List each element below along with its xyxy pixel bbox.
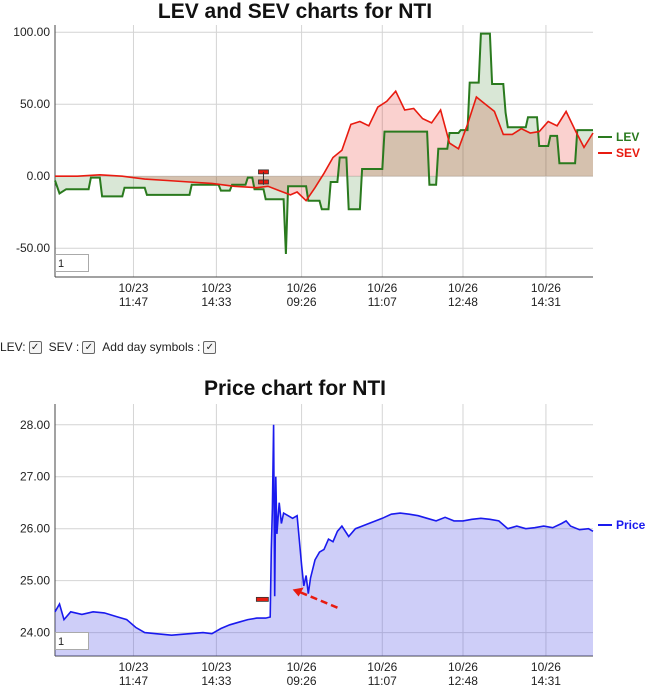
x-tick-time: 12:48 — [448, 295, 478, 309]
annotation-arrow-head — [292, 587, 304, 597]
x-tick-date: 10/26 — [367, 660, 397, 674]
lev-chart-title: LEV and SEV charts for NTI — [157, 0, 433, 23]
day-symbols-checkbox[interactable]: ✓ — [203, 340, 217, 354]
price-area — [55, 424, 593, 656]
sev-line — [55, 89, 594, 202]
lev-checkbox[interactable]: ✓ — [28, 340, 42, 354]
x-tick-date: 10/26 — [531, 281, 561, 295]
sev-checkbox[interactable]: ✓ — [82, 340, 96, 354]
day-symbols-label: Add day symbols : — [102, 340, 201, 354]
x-tick-date: 10/26 — [367, 281, 397, 295]
x-tick-time: 11:07 — [368, 674, 397, 688]
price-chart-title: Price chart for NTI — [203, 377, 387, 400]
sev-area — [55, 91, 593, 201]
x-tick-time: 09:26 — [287, 674, 317, 688]
price-day-marker — [255, 596, 269, 602]
x-tick-time: 09:26 — [287, 295, 317, 309]
lev-line — [54, 32, 593, 255]
x-tick-time: 11:07 — [368, 295, 397, 309]
x-tick-time: 11:47 — [119, 295, 148, 309]
x-tick-date: 10/26 — [287, 281, 317, 295]
y-tick-label: -50.00 — [16, 241, 50, 255]
y-tick-label: 28.00 — [20, 418, 50, 432]
price-zoom-input[interactable]: 1 — [55, 632, 89, 650]
annotation-arrow-shaft — [294, 588, 338, 609]
x-tick-date: 10/26 — [448, 660, 478, 674]
x-tick-date: 10/23 — [118, 660, 148, 674]
price-legend-label: Price — [616, 518, 646, 532]
lev-zoom-input[interactable]: 1 — [55, 254, 89, 272]
y-tick-label: 0.00 — [27, 169, 51, 183]
y-tick-label: 25.00 — [20, 574, 50, 588]
y-tick-label: 27.00 — [20, 470, 50, 484]
y-tick-label: 26.00 — [20, 522, 50, 536]
x-tick-time: 11:47 — [119, 674, 148, 688]
x-tick-date: 10/26 — [531, 660, 561, 674]
lev-legend-label: LEV — [616, 130, 639, 144]
x-tick-time: 14:33 — [201, 674, 231, 688]
y-tick-label: 50.00 — [20, 97, 50, 111]
lev-label: LEV: — [0, 340, 26, 354]
plot-area — [55, 404, 593, 656]
y-tick-label: 24.00 — [20, 626, 50, 640]
x-tick-date: 10/23 — [201, 281, 231, 295]
x-tick-date: 10/23 — [118, 281, 148, 295]
price-line — [54, 424, 594, 637]
sev-label: SEV : — [48, 340, 80, 354]
lev-sev-chart[interactable]: 100.0050.000.00-50.0010/2311:4710/2314:3… — [0, 0, 668, 335]
x-tick-date: 10/26 — [448, 281, 478, 295]
x-tick-time: 14:33 — [201, 295, 231, 309]
y-tick-label: 100.00 — [13, 25, 50, 39]
x-tick-time: 14:31 — [531, 674, 561, 688]
plot-area — [55, 25, 593, 277]
chart-controls: LEV: ✓ SEV : ✓ Add day symbols : ✓ — [0, 340, 220, 354]
lev-area — [55, 33, 593, 254]
x-tick-time: 14:31 — [531, 295, 561, 309]
x-tick-date: 10/23 — [201, 660, 231, 674]
x-tick-time: 12:48 — [448, 674, 478, 688]
sev-legend-label: SEV — [616, 146, 640, 160]
x-tick-date: 10/26 — [287, 660, 317, 674]
